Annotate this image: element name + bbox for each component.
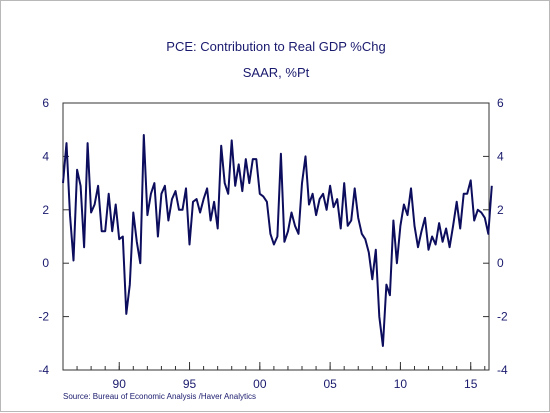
y-tick-label-right: 0 [497,256,504,270]
chart-subtitle: SAAR, %Pt [243,65,310,80]
x-tick-label: 05 [323,377,337,391]
y-tick-label-right: 6 [497,96,504,110]
y-tick-label-right: 4 [497,149,504,163]
plot-area [62,102,490,371]
y-tick-label-right: -4 [497,363,508,377]
source-note: Source: Bureau of Economic Analysis /Hav… [63,392,256,401]
y-tick-label-left: 2 [42,203,49,217]
pce-series-line [62,134,493,347]
tick-layer: -4 -4-2 -20 02 24 46 690 95 00 05 10 15 [38,96,508,391]
x-tick-label: 10 [394,377,408,391]
x-tick-label: 00 [253,377,267,391]
y-tick-label-right: -2 [497,310,508,324]
x-tick-label: 15 [464,377,478,391]
chart-title: PCE: Contribution to Real GDP %Chg [166,39,385,54]
x-tick-label: 90 [113,377,127,391]
x-tick-label: 95 [183,377,197,391]
y-tick-label-left: -2 [38,310,49,324]
y-tick-label-left: 4 [42,149,49,163]
y-tick-label-left: 6 [42,96,49,110]
y-tick-label-left: 0 [42,256,49,270]
y-tick-label-right: 2 [497,203,504,217]
y-tick-label-left: -4 [38,363,49,377]
